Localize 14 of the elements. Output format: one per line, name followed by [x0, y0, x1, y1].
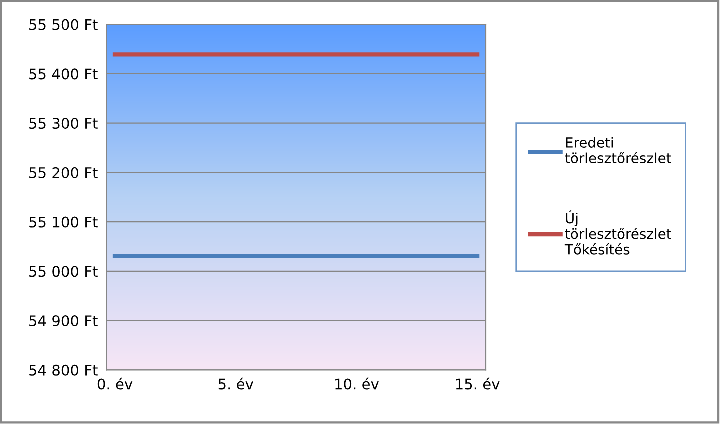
y-tick-label: 55 200 Ft — [30, 167, 98, 178]
y-tick-label: 54 800 Ft — [30, 364, 98, 376]
x-tick-label: 10. év — [336, 378, 379, 390]
y-tick-label: 54 900 Ft — [30, 316, 98, 327]
y-tick-label: 55 000 Ft — [30, 266, 98, 278]
x-tick-label: 0. év — [98, 378, 133, 390]
x-tick-label: 5. év — [218, 378, 254, 390]
y-tick-label: 55 400 Ft — [30, 68, 98, 80]
y-tick-label: 55 500 Ft — [30, 19, 98, 30]
legend-label: Új törlesztőrészlet Tőkésítés — [564, 210, 672, 255]
y-tick-label: 55 100 Ft — [30, 216, 98, 228]
y-tick-label: 55 300 Ft — [30, 118, 98, 130]
x-tick-label: 15. év — [456, 378, 500, 390]
legend-label: Eredeti törlesztőrészlet — [565, 137, 672, 164]
